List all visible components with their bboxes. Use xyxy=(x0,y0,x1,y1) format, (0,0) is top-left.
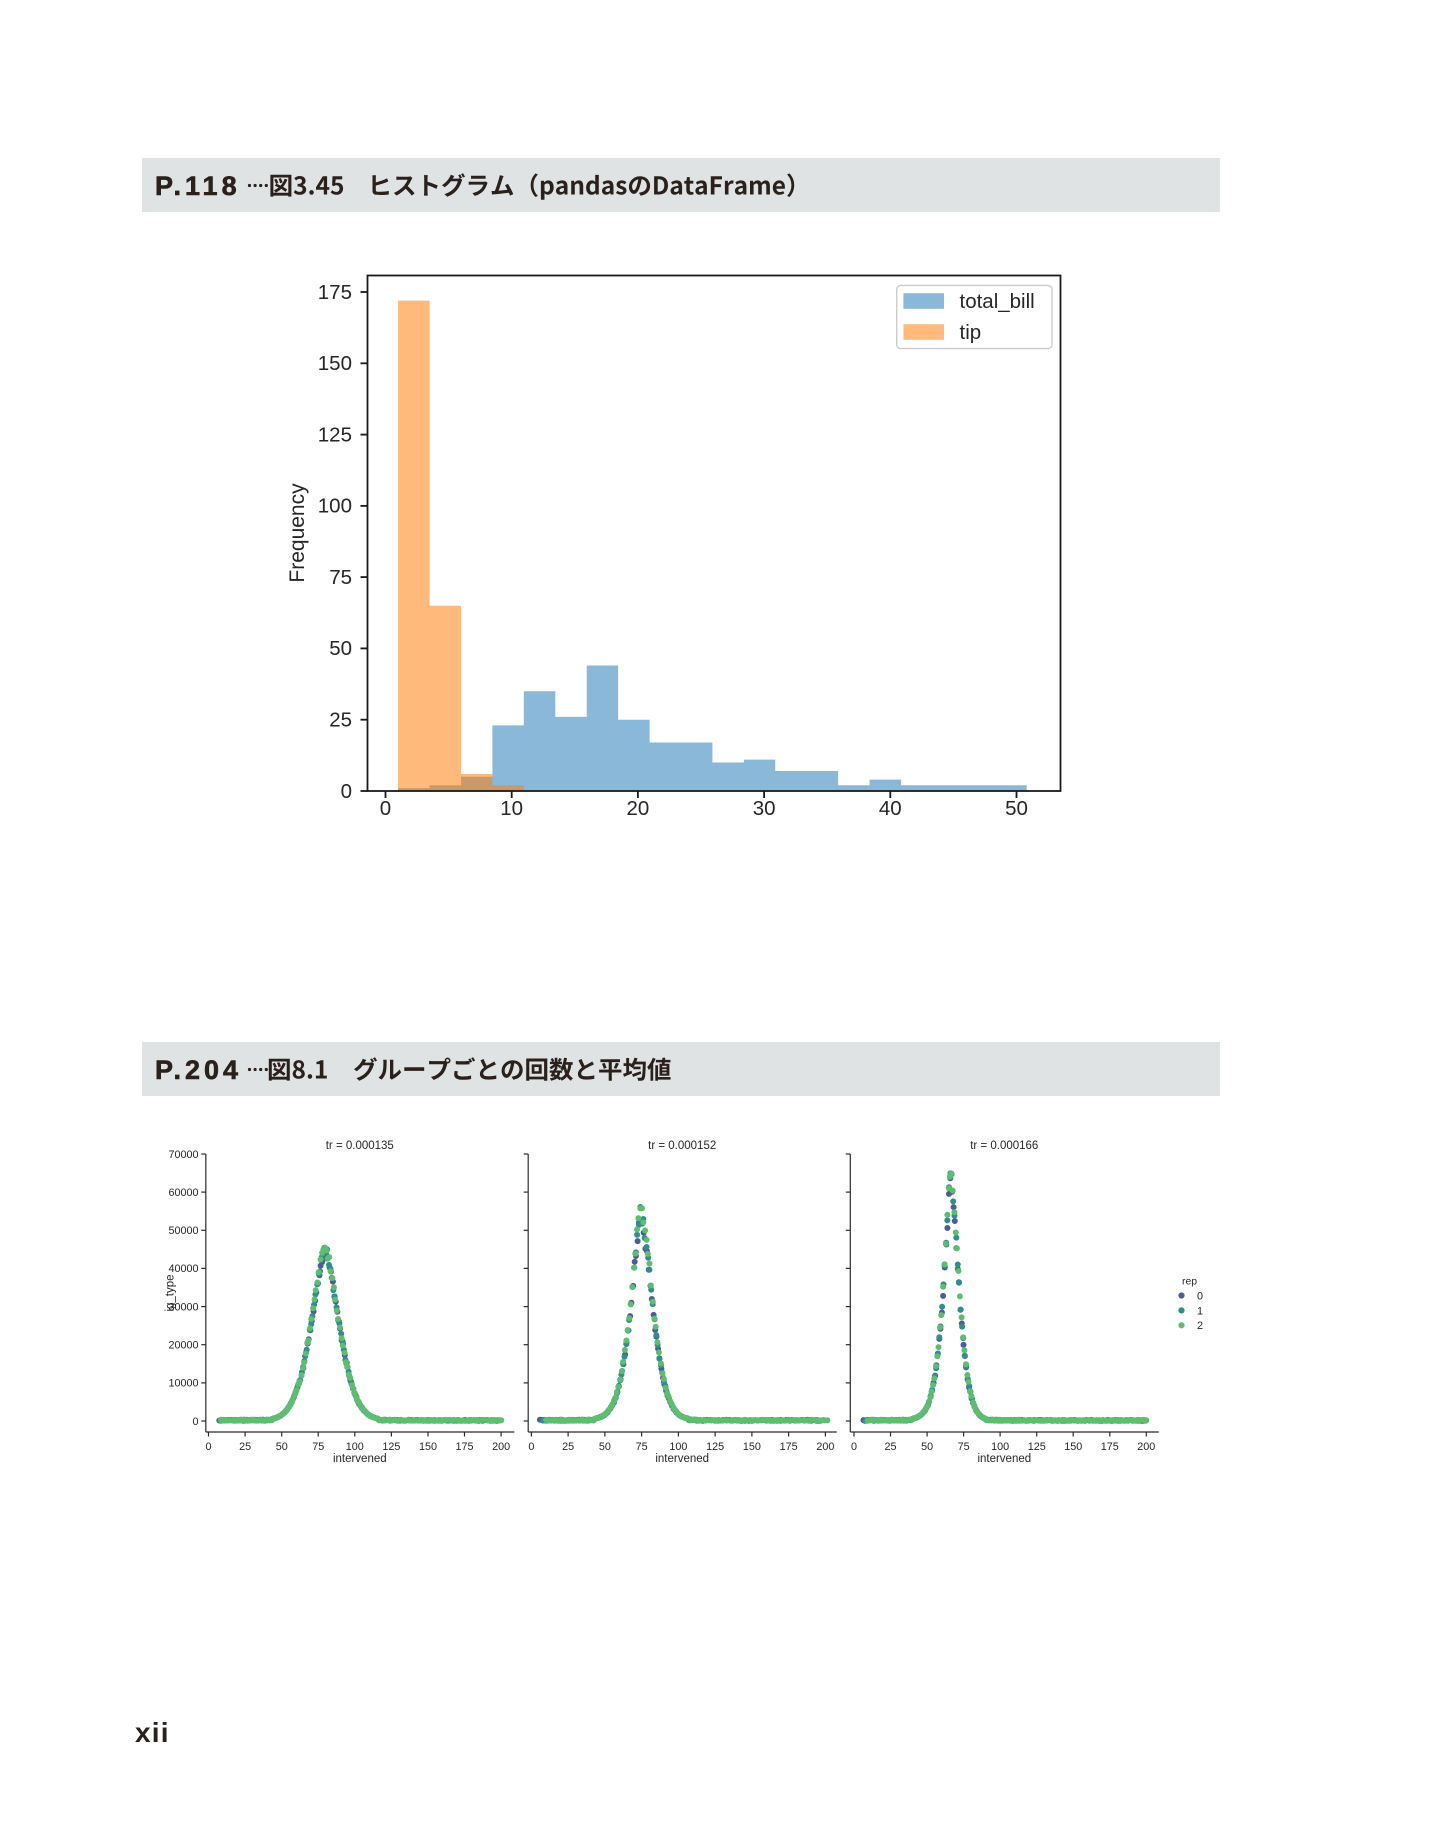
svg-text:20: 20 xyxy=(626,797,649,820)
svg-text:150: 150 xyxy=(419,1441,437,1453)
svg-text:175: 175 xyxy=(780,1441,798,1453)
svg-text:25: 25 xyxy=(329,709,352,732)
svg-text:0: 0 xyxy=(380,797,391,820)
svg-text:2: 2 xyxy=(1197,1320,1203,1332)
svg-text:30000: 30000 xyxy=(168,1301,198,1313)
svg-text:25: 25 xyxy=(884,1441,896,1453)
svg-text:125: 125 xyxy=(1028,1441,1046,1453)
svg-text:150: 150 xyxy=(1064,1441,1082,1453)
svg-text:175: 175 xyxy=(455,1441,473,1453)
svg-text:25: 25 xyxy=(239,1441,251,1453)
svg-text:75: 75 xyxy=(636,1441,648,1453)
svg-text:10000: 10000 xyxy=(168,1378,198,1390)
svg-text:40000: 40000 xyxy=(168,1263,198,1275)
svg-text:tr = 0.000166: tr = 0.000166 xyxy=(970,1140,1038,1152)
svg-text:50000: 50000 xyxy=(168,1225,198,1237)
svg-text:60000: 60000 xyxy=(168,1187,198,1199)
svg-text:ig_type: ig_type xyxy=(165,1274,177,1311)
svg-text:20000: 20000 xyxy=(168,1340,198,1352)
svg-text:50: 50 xyxy=(329,637,352,660)
svg-text:total_bill: total_bill xyxy=(960,290,1035,313)
svg-text:75: 75 xyxy=(312,1441,324,1453)
svg-text:intervened: intervened xyxy=(977,1453,1031,1465)
svg-text:200: 200 xyxy=(816,1441,834,1453)
svg-text:30: 30 xyxy=(753,797,776,820)
svg-text:70000: 70000 xyxy=(168,1149,198,1161)
svg-text:0: 0 xyxy=(528,1441,534,1453)
svg-text:rep: rep xyxy=(1182,1277,1197,1288)
svg-text:0: 0 xyxy=(1197,1290,1203,1302)
svg-text:tip: tip xyxy=(960,321,982,344)
svg-text:175: 175 xyxy=(1101,1441,1119,1453)
svg-text:0: 0 xyxy=(205,1441,211,1453)
svg-text:tr = 0.000152: tr = 0.000152 xyxy=(648,1140,716,1152)
svg-text:200: 200 xyxy=(1137,1441,1155,1453)
svg-text:25: 25 xyxy=(562,1441,574,1453)
svg-text:intervened: intervened xyxy=(655,1453,709,1465)
svg-text:150: 150 xyxy=(318,352,352,375)
svg-text:200: 200 xyxy=(492,1441,510,1453)
svg-text:125: 125 xyxy=(318,423,352,446)
svg-text:100: 100 xyxy=(346,1441,364,1453)
svg-text:50: 50 xyxy=(921,1441,933,1453)
svg-text:Frequency: Frequency xyxy=(286,483,309,583)
svg-text:125: 125 xyxy=(382,1441,400,1453)
svg-text:150: 150 xyxy=(743,1441,761,1453)
svg-text:40: 40 xyxy=(879,797,902,820)
svg-text:50: 50 xyxy=(1005,797,1028,820)
svg-text:0: 0 xyxy=(192,1416,198,1428)
svg-text:75: 75 xyxy=(958,1441,970,1453)
svg-text:125: 125 xyxy=(706,1441,724,1453)
svg-text:100: 100 xyxy=(669,1441,687,1453)
svg-text:175: 175 xyxy=(318,281,352,304)
svg-text:1: 1 xyxy=(1197,1305,1203,1317)
svg-text:50: 50 xyxy=(276,1441,288,1453)
svg-text:100: 100 xyxy=(991,1441,1009,1453)
svg-text:100: 100 xyxy=(318,495,352,518)
svg-text:10: 10 xyxy=(500,797,523,820)
svg-text:50: 50 xyxy=(599,1441,611,1453)
svg-text:0: 0 xyxy=(341,780,352,803)
svg-text:tr = 0.000135: tr = 0.000135 xyxy=(326,1140,394,1152)
svg-text:75: 75 xyxy=(329,566,352,589)
svg-text:0: 0 xyxy=(851,1441,857,1453)
svg-text:intervened: intervened xyxy=(333,1453,387,1465)
